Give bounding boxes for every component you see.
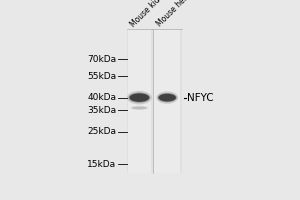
- Text: 15kDa: 15kDa: [87, 160, 117, 169]
- Bar: [127, 29, 182, 173]
- Text: Mouse kidney: Mouse kidney: [129, 0, 172, 29]
- Text: 35kDa: 35kDa: [87, 106, 117, 115]
- Ellipse shape: [127, 91, 152, 104]
- Ellipse shape: [130, 106, 149, 110]
- Ellipse shape: [131, 106, 148, 110]
- Bar: [128, 29, 152, 173]
- Ellipse shape: [156, 91, 178, 104]
- Ellipse shape: [132, 107, 147, 109]
- Text: 55kDa: 55kDa: [87, 72, 117, 81]
- Bar: [154, 29, 181, 173]
- Ellipse shape: [158, 93, 177, 102]
- Ellipse shape: [128, 93, 150, 103]
- Ellipse shape: [158, 94, 176, 101]
- Text: 25kDa: 25kDa: [88, 127, 117, 136]
- Ellipse shape: [130, 93, 149, 102]
- Text: NFYC: NFYC: [188, 93, 214, 103]
- Text: 40kDa: 40kDa: [88, 93, 117, 102]
- Text: 70kDa: 70kDa: [87, 55, 117, 64]
- Text: Mouse heart: Mouse heart: [155, 0, 196, 29]
